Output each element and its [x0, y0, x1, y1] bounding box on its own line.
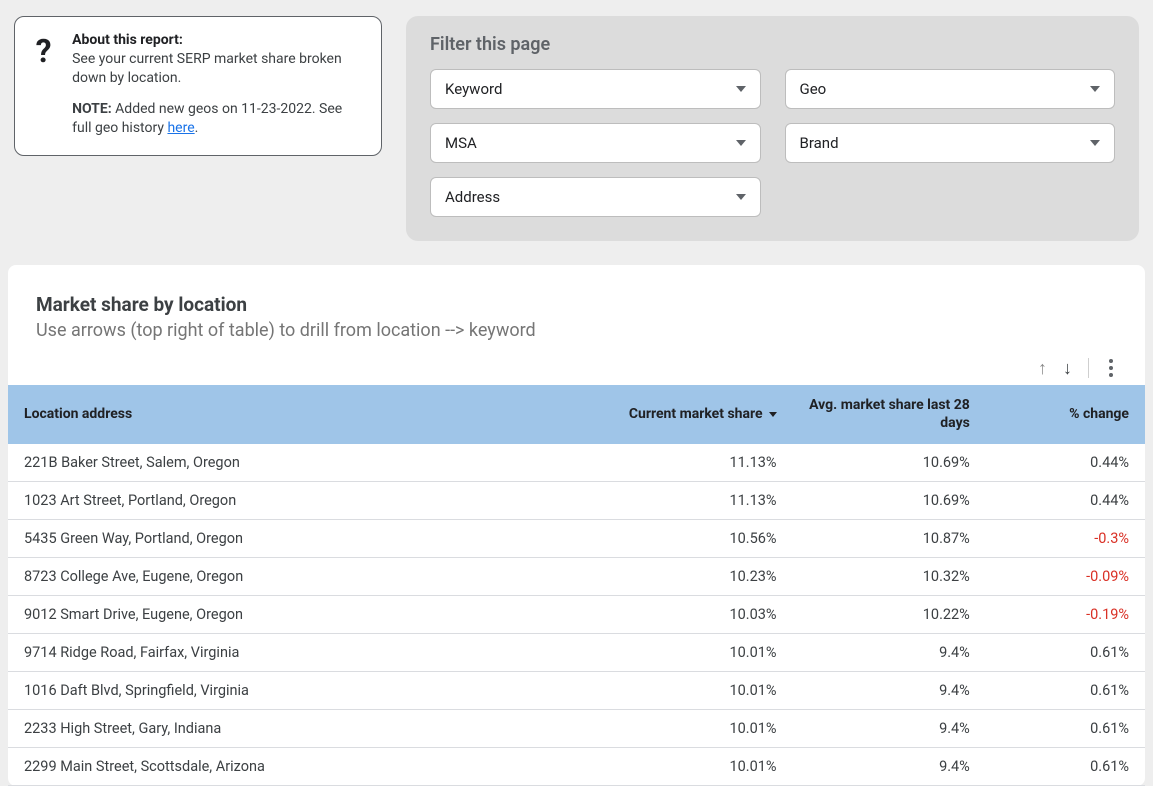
table-row[interactable]: 221B Baker Street, Salem, Oregon11.13%10… — [8, 444, 1145, 482]
sort-desc-icon — [769, 412, 777, 417]
cell-change: 0.61% — [986, 710, 1145, 748]
market-share-table: Location addressCurrent market shareAvg.… — [8, 385, 1145, 786]
cell-change: 0.61% — [986, 748, 1145, 786]
cell-change: -0.09% — [986, 558, 1145, 596]
cell-avg28: 9.4% — [793, 672, 986, 710]
cell-current: 10.01% — [599, 710, 792, 748]
table-row[interactable]: 5435 Green Way, Portland, Oregon10.56%10… — [8, 520, 1145, 558]
cell-address: 9714 Ridge Road, Fairfax, Virginia — [8, 634, 599, 672]
table-row[interactable]: 9012 Smart Drive, Eugene, Oregon10.03%10… — [8, 596, 1145, 634]
about-body: See your current SERP market share broke… — [72, 51, 342, 86]
card-title: Market share by location — [36, 293, 1117, 316]
about-note-label: NOTE: — [72, 101, 112, 117]
dropdown-label: Brand — [800, 134, 839, 152]
cell-current: 11.13% — [599, 444, 792, 482]
cell-avg28: 10.69% — [793, 444, 986, 482]
about-link-suffix: . — [195, 120, 199, 136]
cell-current: 10.56% — [599, 520, 792, 558]
col-header-address[interactable]: Location address — [8, 385, 599, 444]
cell-avg28: 9.4% — [793, 748, 986, 786]
toolbar-divider — [1088, 358, 1089, 378]
drill-up-icon[interactable]: ↑ — [1038, 358, 1047, 379]
table-toolbar: ↑ ↓ — [8, 341, 1145, 385]
cell-change: 0.44% — [986, 482, 1145, 520]
cell-avg28: 9.4% — [793, 634, 986, 672]
cell-avg28: 10.32% — [793, 558, 986, 596]
cell-current: 10.03% — [599, 596, 792, 634]
cell-address: 8723 College Ave, Eugene, Oregon — [8, 558, 599, 596]
chevron-down-icon — [736, 194, 746, 200]
table-row[interactable]: 1023 Art Street, Portland, Oregon11.13%1… — [8, 482, 1145, 520]
question-icon: ? — [29, 31, 58, 137]
chevron-down-icon — [1090, 86, 1100, 92]
cell-avg28: 10.69% — [793, 482, 986, 520]
chevron-down-icon — [1090, 140, 1100, 146]
cell-change: -0.3% — [986, 520, 1145, 558]
cell-current: 11.13% — [599, 482, 792, 520]
cell-address: 221B Baker Street, Salem, Oregon — [8, 444, 599, 482]
cell-avg28: 9.4% — [793, 710, 986, 748]
cell-address: 5435 Green Way, Portland, Oregon — [8, 520, 599, 558]
kebab-menu-icon[interactable] — [1105, 357, 1117, 379]
table-row[interactable]: 8723 College Ave, Eugene, Oregon10.23%10… — [8, 558, 1145, 596]
dropdown-label: Address — [445, 188, 500, 206]
filter-address-dropdown[interactable]: Address — [430, 177, 761, 217]
card-subtitle: Use arrows (top right of table) to drill… — [36, 320, 1117, 341]
cell-current: 10.23% — [599, 558, 792, 596]
market-share-card: Market share by location Use arrows (top… — [8, 265, 1145, 786]
cell-change: 0.61% — [986, 672, 1145, 710]
table-row[interactable]: 2233 High Street, Gary, Indiana10.01%9.4… — [8, 710, 1145, 748]
geo-history-link[interactable]: here — [167, 120, 194, 136]
cell-address: 2299 Main Street, Scottsdale, Arizona — [8, 748, 599, 786]
about-report-box: ? About this report: See your current SE… — [14, 16, 382, 156]
table-row[interactable]: 9714 Ridge Road, Fairfax, Virginia10.01%… — [8, 634, 1145, 672]
cell-avg28: 10.87% — [793, 520, 986, 558]
dropdown-label: MSA — [445, 134, 477, 152]
cell-change: -0.19% — [986, 596, 1145, 634]
chevron-down-icon — [736, 86, 746, 92]
cell-avg28: 10.22% — [793, 596, 986, 634]
filter-geo-dropdown[interactable]: Geo — [785, 69, 1116, 109]
cell-address: 1016 Daft Blvd, Springfield, Virginia — [8, 672, 599, 710]
filter-brand-dropdown[interactable]: Brand — [785, 123, 1116, 163]
chevron-down-icon — [736, 140, 746, 146]
filter-title: Filter this page — [430, 34, 1115, 55]
about-text: About this report: See your current SERP… — [72, 31, 363, 137]
about-note-text: Added new geos on 11-23-2022. See full g… — [72, 101, 342, 136]
cell-current: 10.01% — [599, 634, 792, 672]
table-row[interactable]: 1016 Daft Blvd, Springfield, Virginia10.… — [8, 672, 1145, 710]
dropdown-label: Keyword — [445, 80, 502, 98]
cell-current: 10.01% — [599, 748, 792, 786]
cell-address: 1023 Art Street, Portland, Oregon — [8, 482, 599, 520]
cell-change: 0.44% — [986, 444, 1145, 482]
table-row[interactable]: 2299 Main Street, Scottsdale, Arizona10.… — [8, 748, 1145, 786]
col-header-avg28[interactable]: Avg. market share last 28 days — [793, 385, 986, 444]
dropdown-label: Geo — [800, 80, 827, 98]
filter-panel: Filter this page Keyword Geo MSA Brand Addre… — [406, 16, 1139, 241]
col-header-current[interactable]: Current market share — [599, 385, 792, 444]
col-header-change[interactable]: % change — [986, 385, 1145, 444]
drill-down-icon[interactable]: ↓ — [1063, 358, 1072, 379]
about-title: About this report: — [72, 32, 183, 48]
filter-msa-dropdown[interactable]: MSA — [430, 123, 761, 163]
cell-address: 9012 Smart Drive, Eugene, Oregon — [8, 596, 599, 634]
filter-keyword-dropdown[interactable]: Keyword — [430, 69, 761, 109]
cell-current: 10.01% — [599, 672, 792, 710]
cell-change: 0.61% — [986, 634, 1145, 672]
cell-address: 2233 High Street, Gary, Indiana — [8, 710, 599, 748]
